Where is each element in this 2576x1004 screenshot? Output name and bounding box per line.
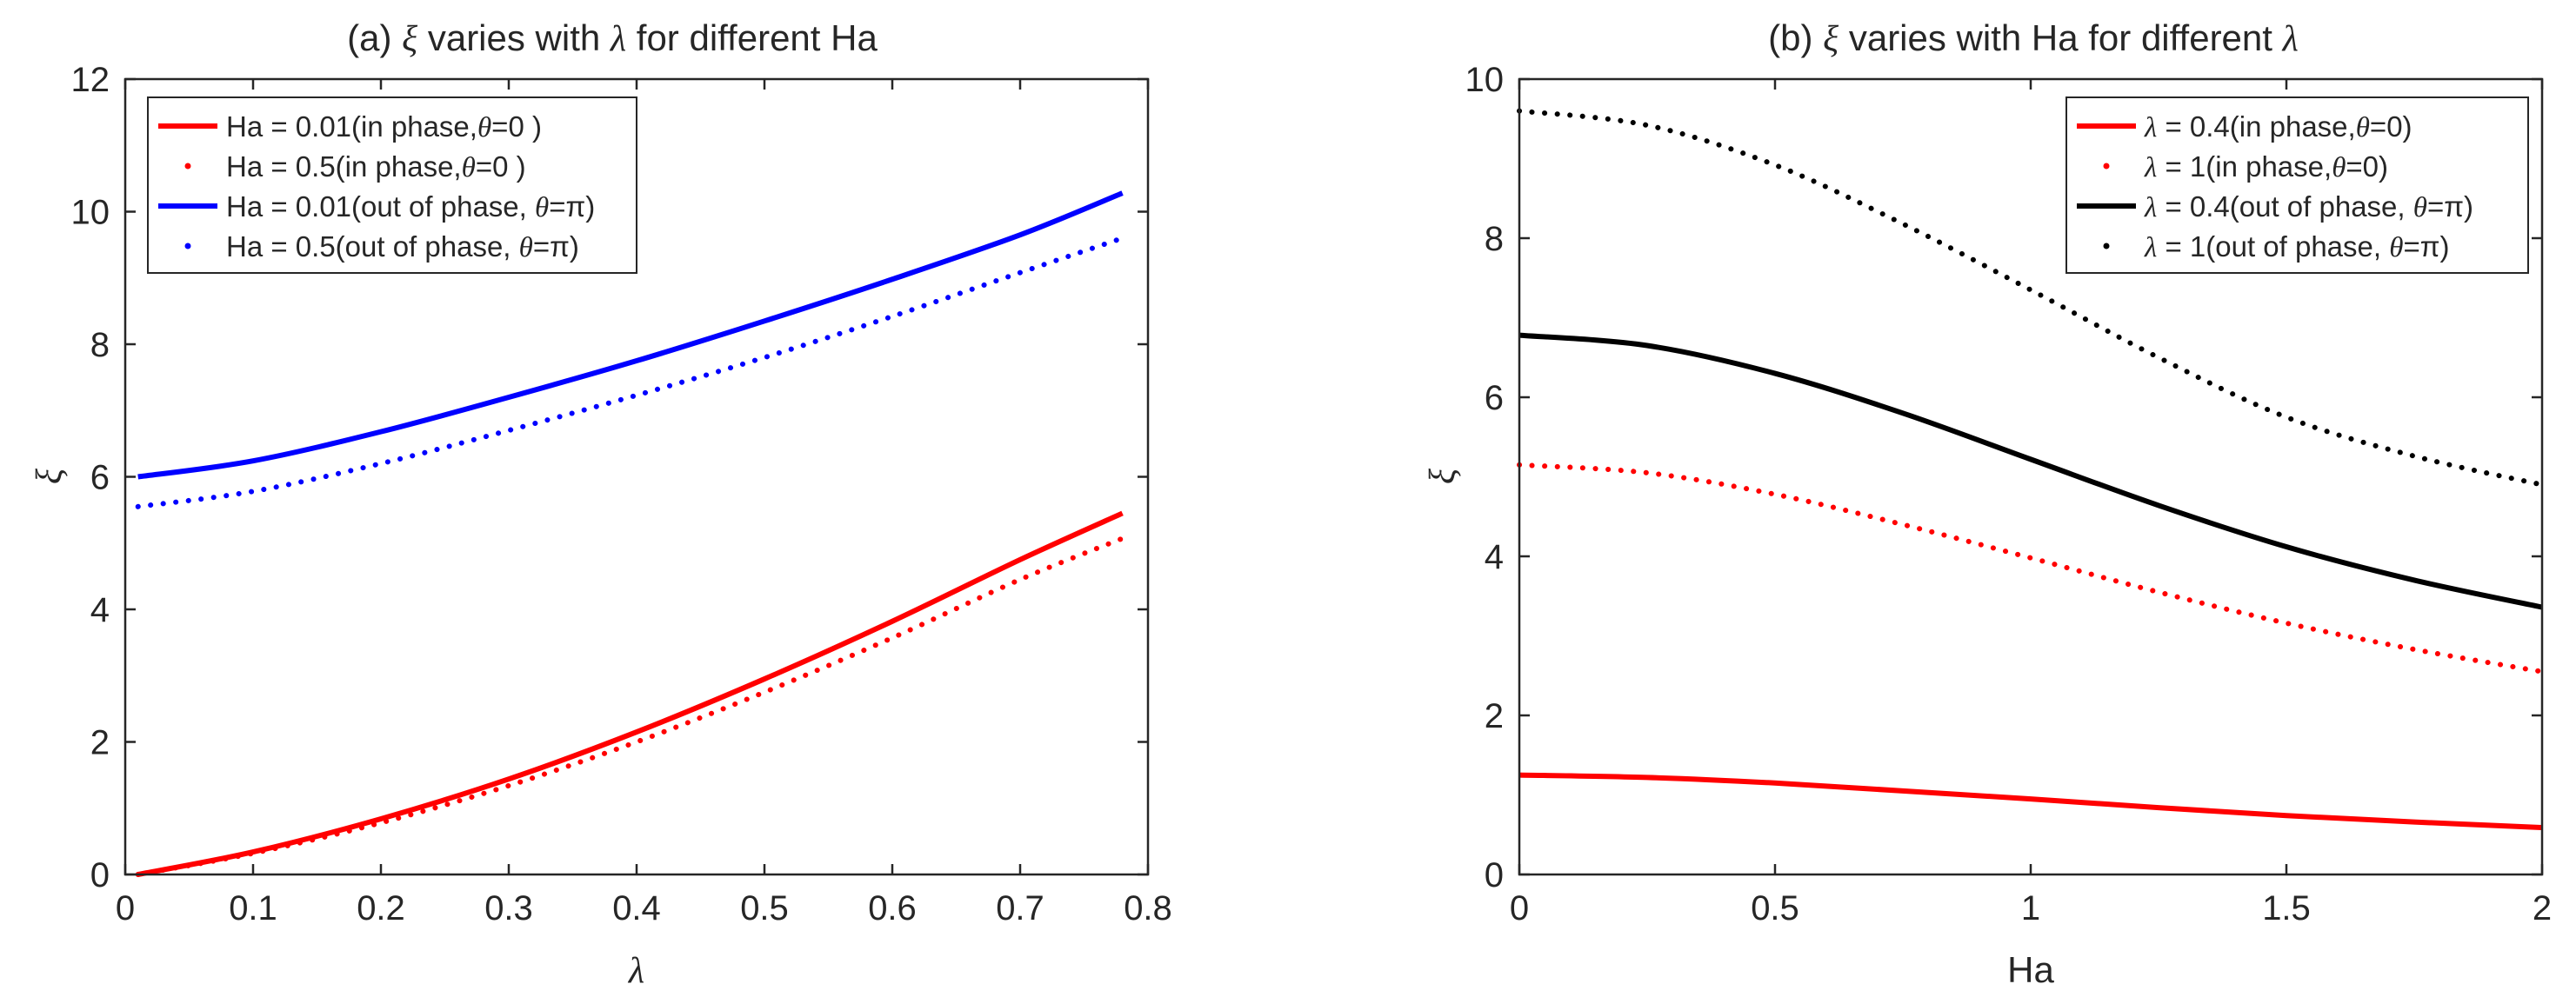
panel-a-y-tick-label: 12 — [71, 61, 110, 99]
panel-a: (a) ξ varies with λ for different Ha 0 0.… — [30, 17, 1172, 991]
panel-b-x-tick-label: 1 — [2021, 889, 2040, 928]
panel-a-y-tick-label: 8 — [90, 326, 110, 364]
panel-b-legend-marker-4 — [2103, 243, 2110, 249]
panel-a-y-axis-label: ξ — [30, 469, 70, 484]
panel-a-x-tick-label: 0.1 — [229, 889, 277, 928]
panel-a-x-tick-label: 0.8 — [1124, 889, 1172, 928]
panel-a-y-tick-label: 10 — [71, 194, 110, 232]
panel-a-legend: Ha = 0.01(in phase,θ=0 ) Ha = 0.5(in phas… — [147, 96, 637, 274]
panel-b-series-2-line — [1517, 462, 2545, 675]
panel-a-x-tick-label: 0.3 — [484, 889, 533, 928]
panel-b-x-tick-label: 0 — [1510, 889, 1529, 928]
panel-b-x-tick-label: 1.5 — [2262, 889, 2311, 928]
panel-a-legend-label-4: Ha = 0.5(out of phase, θ=π) — [226, 230, 579, 263]
panel-a-legend-marker-4 — [184, 243, 191, 249]
panel-b: (b) ξ varies with Ha for different λ 0 0.… — [1423, 17, 2552, 990]
panel-b-x-tick-label: 2 — [2533, 889, 2552, 928]
panel-a-y-tick-label: 2 — [90, 724, 110, 762]
panel-b-legend-label-4: λ = 1(out of phase, θ=π) — [2144, 230, 2449, 263]
panel-a-legend-label-2: Ha = 0.5(in phase,θ=0 ) — [226, 150, 526, 183]
panel-a-x-axis-label: λ — [627, 951, 644, 991]
panel-a-series-3-line — [137, 190, 1124, 480]
panel-b-title: (b) ξ varies with Ha for different λ — [1768, 17, 2299, 59]
panel-b-legend: λ = 0.4(in phase,θ=0) λ = 1(in phase,θ=0)… — [2065, 96, 2529, 274]
panel-a-legend-marker-2 — [184, 163, 191, 170]
panel-b-plot-area — [1518, 77, 2544, 876]
panel-a-y-tick-label: 6 — [90, 459, 110, 497]
panel-a-y-tick-label: 4 — [90, 591, 110, 629]
panel-a-legend-box — [147, 96, 637, 274]
panel-a-x-tick-label: 0.2 — [357, 889, 405, 928]
panel-a-x-tick-label: 0 — [116, 889, 135, 928]
panel-b-legend-label-3: λ = 0.4(out of phase, θ=π) — [2144, 190, 2473, 223]
panel-a-x-tick-label: 0.4 — [612, 889, 661, 928]
panel-b-series-1-line — [1518, 772, 2543, 831]
panel-a-title: (a) ξ varies with λ for different Ha — [347, 17, 878, 59]
panel-b-legend-marker-2 — [2103, 163, 2110, 170]
panel-b-y-tick-label: 2 — [1485, 697, 1504, 735]
panel-b-y-axis-label: ξ — [1423, 469, 1463, 484]
panel-b-series-4-line — [1517, 108, 2545, 488]
panel-a-legend-label-3: Ha = 0.01(out of phase, θ=π) — [226, 190, 595, 223]
panel-b-legend-label-2: λ = 1(in phase,θ=0) — [2144, 150, 2388, 183]
panel-a-legend-label-1: Ha = 0.01(in phase,θ=0 ) — [226, 110, 542, 143]
panel-b-series-3-line — [1518, 332, 2543, 610]
panel-a-x-tick-label: 0.7 — [996, 889, 1044, 928]
panel-b-x-axis-label: Ha — [2007, 949, 2054, 990]
panel-a-y-tick-label: 0 — [90, 856, 110, 894]
panel-a-plot-area — [123, 77, 1150, 876]
panel-a-x-tick-label: 0.5 — [740, 889, 789, 928]
panel-b-legend-label-1: λ = 0.4(in phase,θ=0) — [2144, 110, 2412, 143]
panel-b-y-tick-label: 10 — [1465, 61, 1505, 99]
panel-b-y-tick-label: 0 — [1485, 856, 1504, 894]
panel-b-y-tick-label: 6 — [1485, 379, 1504, 417]
panel-a-x-tick-label: 0.6 — [868, 889, 917, 928]
panel-b-y-tick-label: 4 — [1485, 538, 1504, 576]
panel-b-legend-box — [2065, 96, 2529, 274]
panel-b-y-tick-label: 8 — [1485, 220, 1504, 258]
panel-a-series-2-line — [135, 535, 1125, 877]
panel-b-x-tick-label: 0.5 — [1751, 889, 1799, 928]
